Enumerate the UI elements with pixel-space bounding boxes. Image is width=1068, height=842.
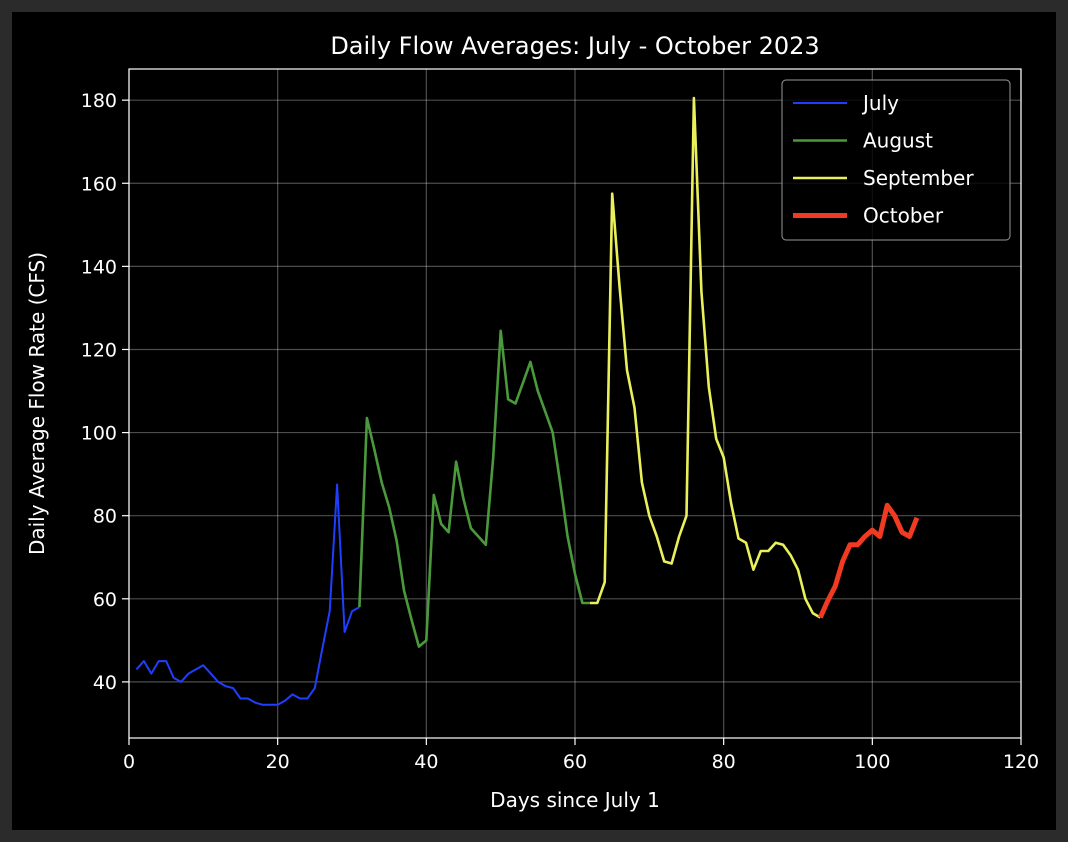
legend-label-august: August (863, 129, 933, 153)
series-lines (135, 96, 920, 706)
chart-frame: Daily Flow Averages: July - October 2023… (12, 12, 1056, 830)
x-tick-label: 120 (1003, 751, 1039, 773)
flow-line-chart: Daily Flow Averages: July - October 2023… (25, 32, 1039, 812)
y-tick-label: 160 (81, 173, 117, 195)
y-axis-ticks: 40 60 80 100 120 140 160 180 (81, 90, 129, 694)
chart-title: Daily Flow Averages: July - October 2023 (330, 32, 819, 60)
y-axis-label: Daily Average Flow Rate (CFS) (25, 252, 49, 555)
x-axis-label: Days since July 1 (490, 788, 660, 812)
series-line-july (135, 483, 360, 706)
legend-label-july: July (861, 91, 899, 115)
series-line-september (589, 96, 821, 619)
y-tick-label: 40 (93, 672, 117, 694)
y-tick-label: 80 (93, 506, 117, 528)
legend-label-october: October (863, 204, 944, 228)
legend: July August September October (781, 79, 1011, 241)
y-tick-label: 120 (81, 339, 117, 361)
y-tick-label: 60 (93, 589, 117, 611)
x-tick-label: 20 (266, 751, 290, 773)
x-tick-label: 80 (712, 751, 736, 773)
series-line-october (818, 502, 920, 619)
x-tick-label: 60 (563, 751, 587, 773)
x-axis-ticks: 0 20 40 60 80 100 120 (123, 738, 1039, 773)
y-tick-label: 140 (81, 256, 117, 278)
x-tick-label: 100 (854, 751, 890, 773)
x-tick-label: 40 (414, 751, 438, 773)
series-line-august (358, 329, 590, 648)
y-tick-label: 100 (81, 423, 117, 445)
legend-box (781, 79, 1011, 241)
legend-label-september: September (863, 166, 974, 190)
x-tick-label: 0 (123, 751, 135, 773)
y-tick-label: 180 (81, 90, 117, 112)
